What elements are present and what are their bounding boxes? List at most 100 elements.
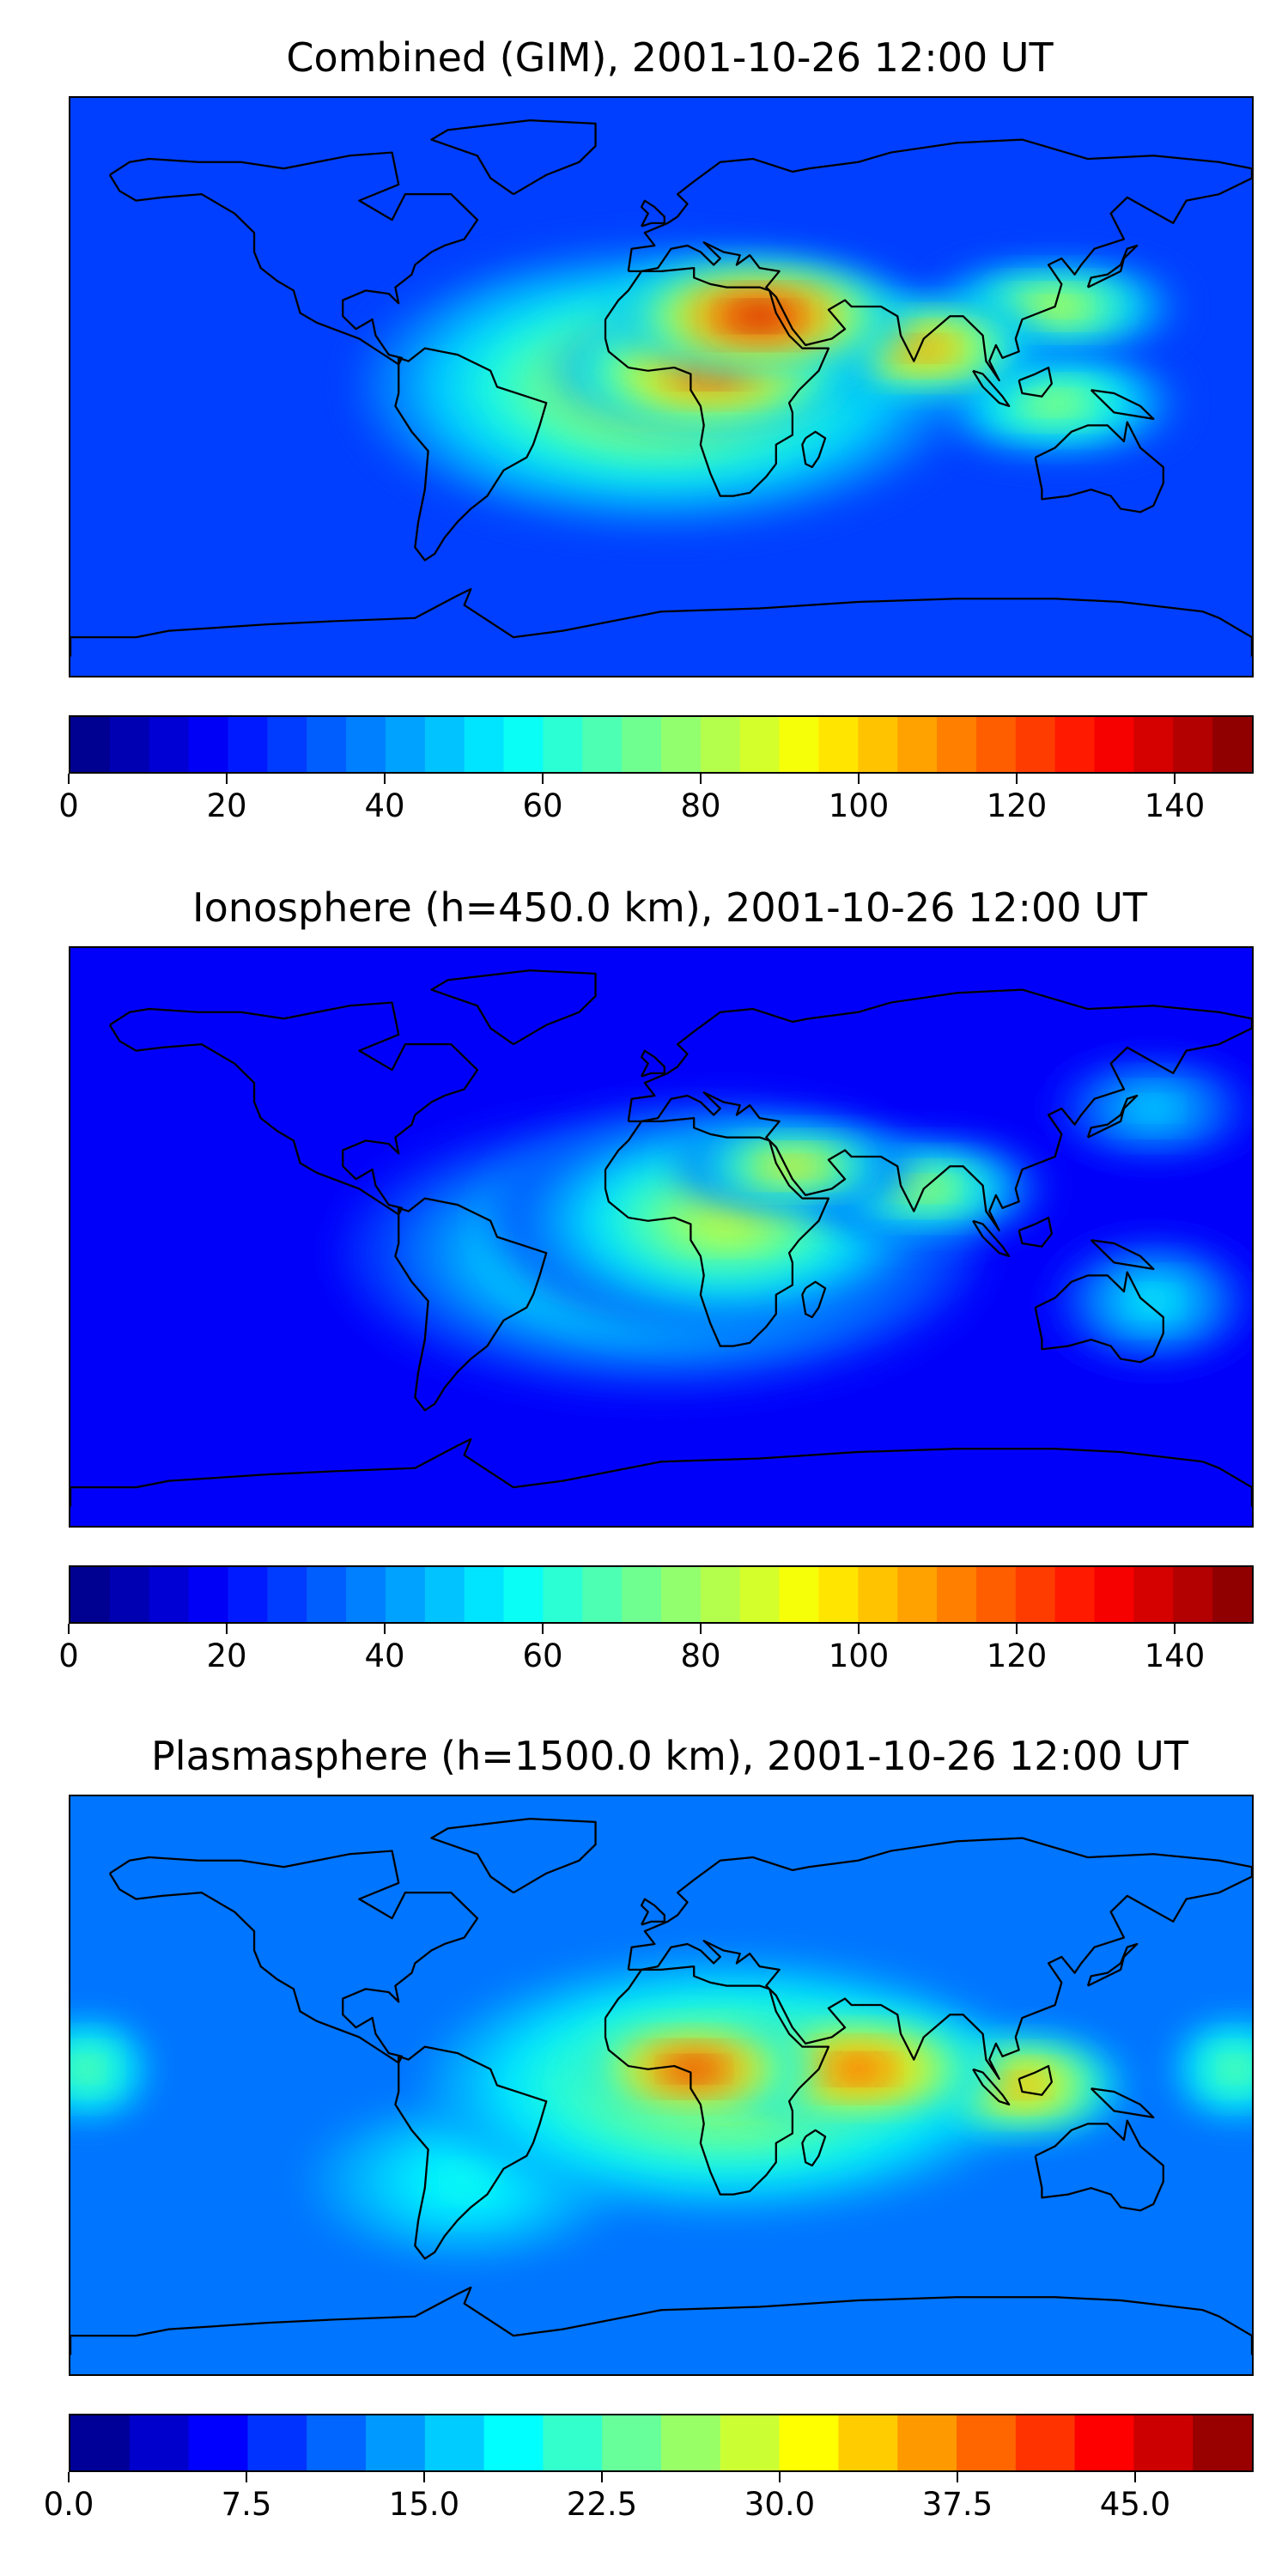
colorbar-segment [129,2415,190,2470]
colorbar-segment [1054,1567,1096,1622]
colorbar-tick-label: 30.0 [744,2486,816,2523]
field-blob [734,307,785,325]
colorbar-segment [858,1567,898,1622]
colorbar-tick [779,2472,781,2482]
coastline-south-america [394,1197,548,1412]
colorbar-segment [385,717,426,772]
coastline-arabia-madagascar [801,1280,827,1319]
colorbar-tick [700,774,702,784]
colorbar-tick-label: 120 [986,1637,1048,1674]
coastline-indonesia-3 [1090,389,1155,421]
colorbar-segment [937,717,977,772]
colorbar-tick-label: 15.0 [388,2486,460,2523]
colorbar-tick [68,1624,70,1634]
colorbar-tick-label: 40 [364,1637,405,1674]
colorbar-segment [1212,717,1252,772]
colorbar-segment [346,717,386,772]
panel-1-map [69,96,1254,677]
colorbar-segment [1133,2415,1194,2470]
coastline-indonesia-1 [972,369,1011,408]
field-blob [438,2168,491,2195]
panel-2-colorbar [69,1565,1254,1624]
colorbar-segment [267,1567,307,1622]
colorbar-tick-label: 100 [828,787,890,824]
colorbar-tick-label: 0 [58,1637,79,1674]
colorbar-segment [188,717,229,772]
colorbar-segment [818,717,859,772]
colorbar-segment [700,717,741,772]
colorbar-tick-label: 22.5 [566,2486,638,2523]
colorbar-segment [818,1567,859,1622]
coastline-japan [1086,244,1139,289]
colorbar-segment [957,2415,1017,2470]
colorbar-segment [109,1567,150,1622]
colorbar-segment [1074,2415,1134,2470]
coastline-antarctica [70,2286,1252,2355]
colorbar-segment [739,717,781,772]
colorbar-segment [622,717,662,772]
colorbar-tick-label: 0.0 [43,2486,94,2523]
colorbar-segment [70,717,111,772]
colorbar-tick [1016,774,1018,784]
colorbar-segment [897,2415,957,2470]
field-blob [772,1159,812,1173]
colorbar-segment [109,717,150,772]
coastline-antarctica [70,1437,1252,1507]
colorbar-tick [542,1624,544,1634]
colorbar-segment [858,717,898,772]
colorbar-segment [1193,2415,1252,2470]
colorbar-segment [739,1567,781,1622]
colorbar-segment [975,1567,1017,1622]
field-blob [1137,1100,1170,1116]
colorbar-segment [700,1567,741,1622]
colorbar-segment [503,717,544,772]
colorbar-segment [424,717,465,772]
coastline-indonesia-2 [1018,366,1053,398]
colorbar-segment [366,2415,426,2470]
coastline-north-america [108,1850,479,2064]
colorbar-tick [1174,1624,1176,1634]
field-blob [1225,2061,1246,2077]
coastline-africa [604,1117,830,1347]
field-blob [1005,2077,1039,2093]
colorbar-segment [188,2415,248,2470]
colorbar-segment [937,1567,977,1622]
panel-3-title: Plasmasphere (h=1500.0 km), 2001-10-26 1… [151,1733,1188,1779]
coastline-south-america [394,2045,548,2260]
colorbar-tick [226,774,228,784]
colorbar-tick-label: 45.0 [1099,2486,1171,2523]
colorbar-segment [228,717,268,772]
colorbar-tick [858,774,860,784]
colorbar-tick [1134,2472,1136,2482]
coastline-indonesia-2 [1018,2064,1053,2096]
coastline-eurasia [627,988,1252,1232]
colorbar-segment [622,1567,662,1622]
coastline-japan [1086,1094,1139,1139]
colorbar-segment [307,2415,367,2470]
colorbar-segment [897,717,938,772]
colorbar-segment [70,2415,131,2470]
colorbar-segment [1173,717,1213,772]
coastline-indonesia-3 [1090,2087,1155,2119]
colorbar-segment [838,2415,898,2470]
colorbar-segment [307,717,347,772]
colorbar-tick [226,1624,228,1634]
colorbar-segment [1054,717,1096,772]
colorbar-segment [543,2415,603,2470]
colorbar-segment [661,1567,702,1622]
colorbar-tick [700,1624,702,1634]
coastline-greenland [430,119,597,196]
colorbar-segment [307,1567,347,1622]
coastline-australia [1034,2119,1164,2212]
colorbar-tick-label: 120 [986,787,1048,824]
colorbar-segment [602,2415,662,2470]
colorbar-segment [661,717,702,772]
panel-1-title: Combined (GIM), 2001-10-26 12:00 UT [286,34,1054,81]
colorbar-tick [68,774,70,784]
coastline-antarctica [70,587,1252,657]
coastline-arabia-madagascar [801,2129,827,2167]
panel-2-title: Ionosphere (h=450.0 km), 2001-10-26 12:0… [192,884,1147,931]
colorbar-segment [70,1567,111,1622]
coastline-south-america [394,347,548,562]
colorbar-tick [384,1624,386,1634]
